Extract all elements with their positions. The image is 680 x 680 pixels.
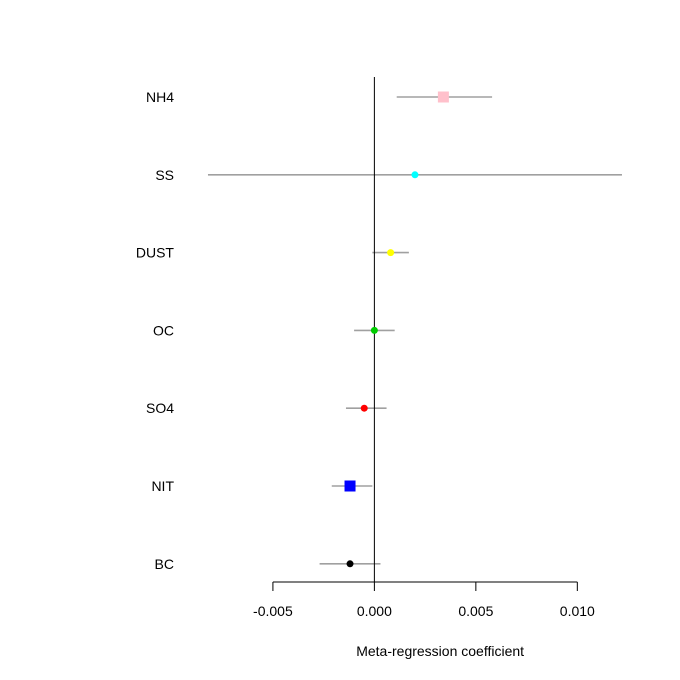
x-axis-ticks: -0.005 0.000 0.005 0.010 — [253, 582, 595, 619]
x-tick-label: -0.005 — [253, 603, 293, 619]
category-label-dust: DUST — [136, 245, 175, 261]
x-tick-label: 0.005 — [458, 603, 493, 619]
category-label-nit: NIT — [151, 478, 174, 494]
category-labels: NH4 SS DUST OC SO4 NIT BC — [136, 89, 175, 572]
estimate-marker-nit — [344, 480, 356, 492]
x-tick-label: 0.010 — [560, 603, 595, 619]
estimate-marker-bc — [346, 560, 354, 568]
estimate-marker-oc — [370, 326, 378, 334]
x-axis: -0.005 0.000 0.005 0.010 — [253, 581, 595, 619]
x-axis-title: Meta-regression coefficient — [356, 643, 524, 659]
confidence-intervals — [207, 96, 622, 565]
estimate-marker-nh4 — [437, 91, 449, 103]
category-label-ss: SS — [155, 167, 174, 183]
category-label-so4: SO4 — [146, 400, 174, 416]
estimate-marker-dust — [387, 249, 395, 257]
estimate-marker-so4 — [360, 404, 368, 412]
estimate-marker-ss — [411, 171, 419, 179]
x-tick-label: 0.000 — [357, 603, 392, 619]
point-estimates — [344, 91, 449, 568]
category-label-nh4: NH4 — [146, 89, 174, 105]
category-label-oc: OC — [153, 322, 174, 338]
category-label-bc: BC — [155, 556, 174, 572]
